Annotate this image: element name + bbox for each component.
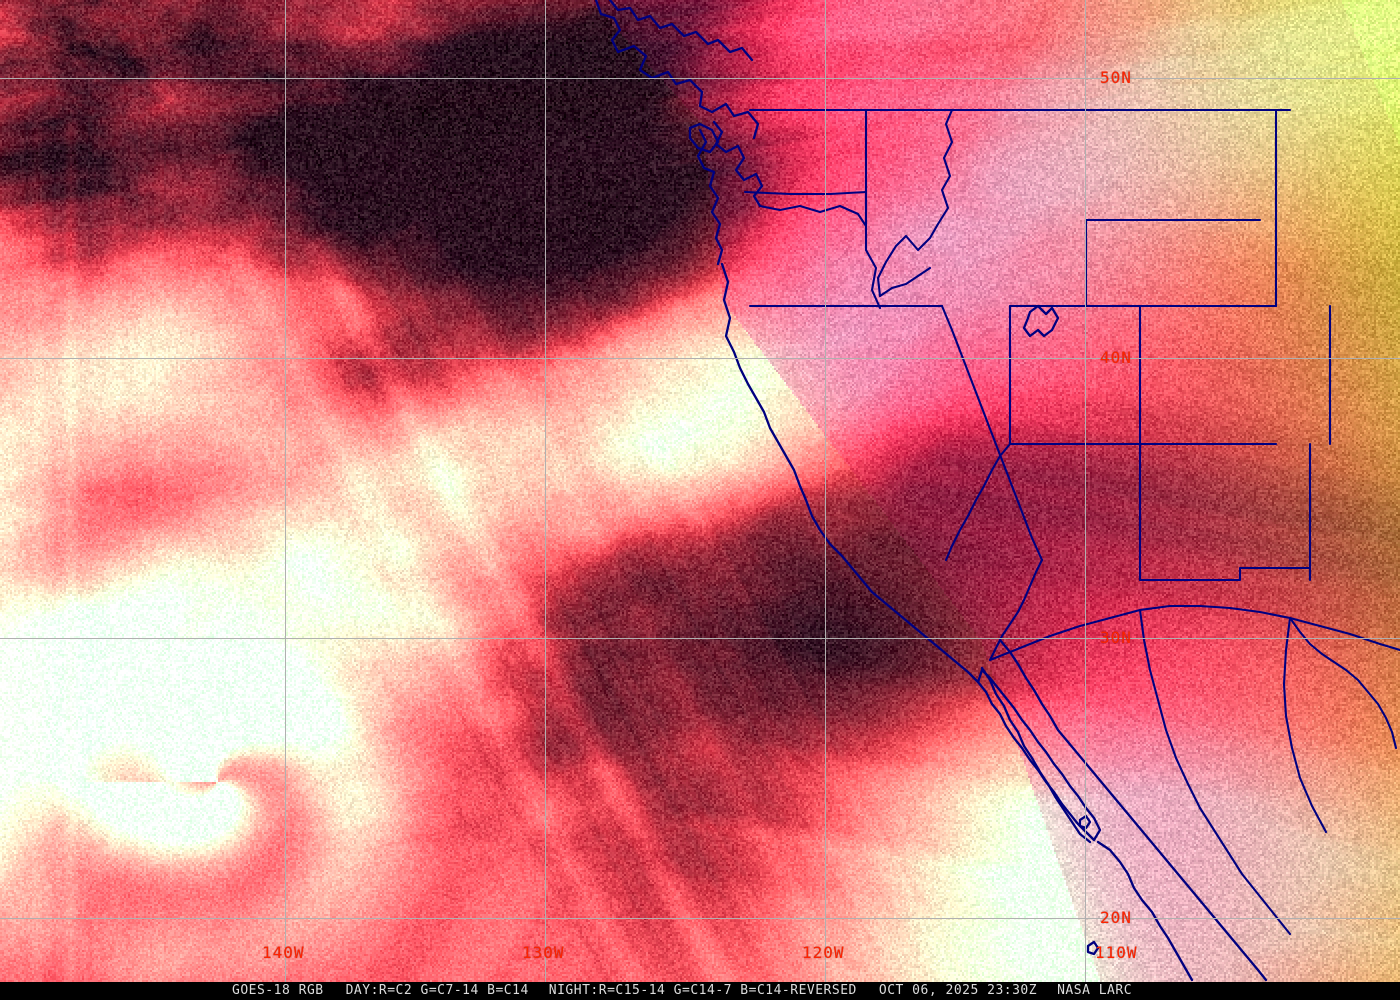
caption-satellite: GOES-18 RGB [232, 983, 324, 998]
graticule-longitude-line [285, 0, 286, 982]
graticule-label-latitude: 30N [1100, 628, 1132, 647]
graticule-longitude-line [825, 0, 826, 982]
us-west-coastline [720, 262, 980, 684]
mexico-pacific-coast [1096, 840, 1194, 982]
graticule-latitude-line [0, 918, 1400, 919]
rio-grande [1288, 616, 1398, 750]
graticule-label-longitude: 140W [262, 943, 305, 962]
nevada-arizona-border [944, 442, 1012, 562]
baja-gulf-coast [980, 666, 1092, 844]
caption-timestamp: OCT 06, 2025 23:30Z [878, 983, 1038, 998]
vancouver-island-coast [594, 0, 760, 140]
oregon-idaho-border [864, 192, 882, 310]
washington-oregon-border [743, 190, 868, 216]
great-salt-lake [1022, 304, 1060, 338]
graticule-label-latitude: 20N [1100, 908, 1132, 927]
graticule-longitude-line [545, 0, 546, 982]
caption-source: NASA LARC [1057, 983, 1133, 998]
mexico-state-border-chihuahua [1282, 616, 1328, 834]
graticule-longitude-line [1085, 0, 1086, 982]
columbia-river [758, 204, 868, 228]
graticule-label-longitude: 120W [802, 943, 845, 962]
caption-bar: GOES-18 RGB DAY:R=C2 G=C7-14 B=C14 NIGHT:R… [0, 982, 1400, 1000]
graticule-label-latitude: 40N [1100, 348, 1132, 367]
graticule-latitude-line [0, 358, 1400, 359]
caption-day-recipe: DAY:R=C2 G=C7-14 B=C14 [345, 983, 529, 998]
graticule-latitude-line [0, 78, 1400, 79]
snake-river [878, 266, 932, 298]
nevada-california-border [940, 304, 1044, 562]
washington-coast [696, 128, 724, 266]
graticule-label-latitude: 50N [1100, 68, 1132, 87]
us-mexico-border [988, 604, 1400, 662]
baja-pacific-coast [976, 668, 1102, 842]
mexico-state-border-sinaloa [1198, 806, 1292, 936]
mexico-state-border-sonora [1138, 608, 1202, 810]
new-mexico-south-border [1138, 566, 1312, 582]
caption-night-recipe: NIGHT:R=C15-14 G=C14-7 B=C14-REVERSED [548, 983, 857, 998]
graticule-label-longitude: 110W [1095, 943, 1138, 962]
lake-marker-b [1086, 940, 1100, 956]
bc-inland-channel [608, 0, 754, 62]
graticule-latitude-line [0, 638, 1400, 639]
graticule-label-longitude: 130W [522, 943, 565, 962]
gulf-of-california-east-shore [998, 638, 1268, 982]
idaho-montana-border [876, 108, 954, 298]
california-arizona-border [988, 558, 1044, 662]
olympic-peninsula [688, 122, 720, 154]
